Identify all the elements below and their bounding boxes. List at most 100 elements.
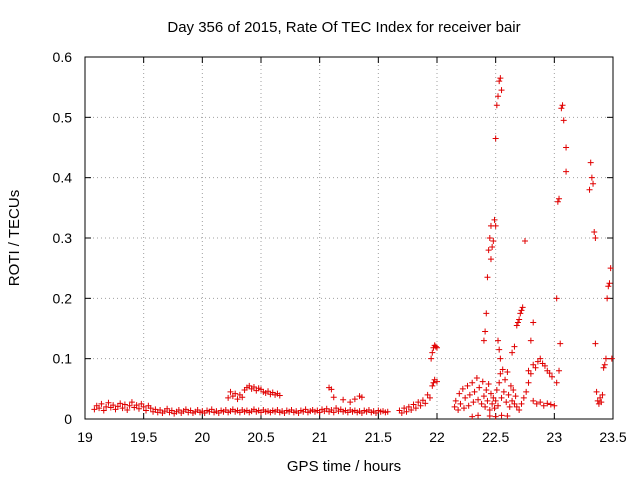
data-point (96, 405, 103, 412)
y-axis-label: ROTI / TECUs (6, 190, 23, 286)
data-point (540, 402, 547, 409)
data-point (323, 405, 330, 412)
data-point (557, 340, 564, 347)
data-point (105, 399, 112, 406)
y-tick-label: 0.6 (53, 49, 73, 65)
data-point (157, 406, 164, 413)
data-point (498, 412, 505, 419)
data-point (588, 174, 595, 181)
data-point (119, 405, 126, 412)
x-tick-label: 19 (77, 429, 93, 445)
data-point (516, 316, 523, 323)
data-point (152, 406, 159, 413)
data-point (592, 340, 599, 347)
data-point (547, 401, 554, 408)
data-point (591, 228, 598, 235)
data-point (487, 256, 494, 263)
data-point (519, 304, 526, 311)
data-point (534, 358, 541, 365)
x-tick-label: 21.5 (365, 429, 392, 445)
data-point (424, 391, 431, 398)
data-point (476, 384, 483, 391)
data-point (563, 168, 570, 175)
data-point (563, 144, 570, 151)
data-point (469, 413, 476, 420)
data-point (514, 319, 521, 326)
data-point (465, 402, 472, 409)
data-point (117, 400, 124, 407)
data-point (491, 405, 498, 412)
data-point (480, 393, 487, 400)
data-point (470, 399, 477, 406)
data-point (143, 407, 150, 414)
data-point (553, 379, 560, 386)
data-point (316, 409, 323, 416)
data-point (604, 295, 611, 302)
data-point (175, 406, 182, 413)
data-point (265, 388, 272, 395)
data-point (419, 397, 426, 404)
data-point (410, 401, 417, 408)
data-point (466, 391, 473, 398)
data-point (456, 390, 463, 397)
data-point (483, 310, 490, 317)
y-tick-label: 0.5 (53, 109, 73, 125)
data-point (492, 135, 499, 142)
data-point (340, 396, 347, 403)
data-point (512, 393, 519, 400)
data-point (513, 403, 520, 410)
data-point (509, 397, 516, 404)
data-point (489, 400, 496, 407)
data-point (497, 75, 504, 82)
data-point (471, 388, 478, 395)
chart-title: Day 356 of 2015, Rate Of TEC Index for r… (167, 19, 520, 36)
data-point (276, 392, 283, 399)
data-point (239, 394, 246, 401)
data-point (601, 361, 608, 368)
data-point (492, 413, 499, 420)
data-point (594, 397, 601, 404)
data-point (607, 265, 614, 272)
axis-ticks: 19 19.5 20 20.5 21 21.5 22 22.5 23 23.5 0 0.1 0.2 0.3… (53, 49, 627, 445)
data-point (473, 374, 480, 381)
data-point (398, 409, 405, 416)
data-point (208, 406, 215, 413)
x-tick-label: 23.5 (599, 429, 626, 445)
data-point (475, 412, 482, 419)
data-point (302, 406, 309, 413)
data-point (412, 405, 419, 412)
data-point (530, 361, 537, 368)
data-point (593, 388, 600, 395)
data-point (484, 397, 491, 404)
data-point (482, 403, 489, 410)
data-point (484, 274, 491, 281)
data-point (434, 378, 440, 385)
data-point (426, 394, 433, 401)
data-point (138, 400, 145, 407)
data-point (495, 93, 502, 100)
data-point (497, 370, 504, 377)
data-point (429, 349, 436, 356)
data-point (493, 387, 500, 394)
data-point (227, 388, 234, 395)
data-point (495, 337, 502, 344)
grid-lines (85, 57, 613, 419)
data-point (503, 399, 510, 406)
y-tick-label: 0.4 (53, 170, 73, 186)
x-tick-label: 20 (195, 429, 211, 445)
data-point (147, 405, 154, 412)
x-tick-label: 21 (312, 429, 328, 445)
data-point (598, 399, 605, 406)
data-point (554, 198, 561, 205)
data-point (482, 328, 489, 335)
data-point (530, 319, 537, 326)
data-point (403, 408, 410, 415)
data-point (496, 379, 503, 386)
data-point (491, 216, 498, 223)
data-point (592, 235, 599, 241)
y-tick-label: 0.1 (53, 351, 73, 367)
data-point (517, 310, 524, 317)
data-point (479, 378, 486, 385)
data-point (333, 405, 340, 412)
data-point (452, 397, 459, 404)
